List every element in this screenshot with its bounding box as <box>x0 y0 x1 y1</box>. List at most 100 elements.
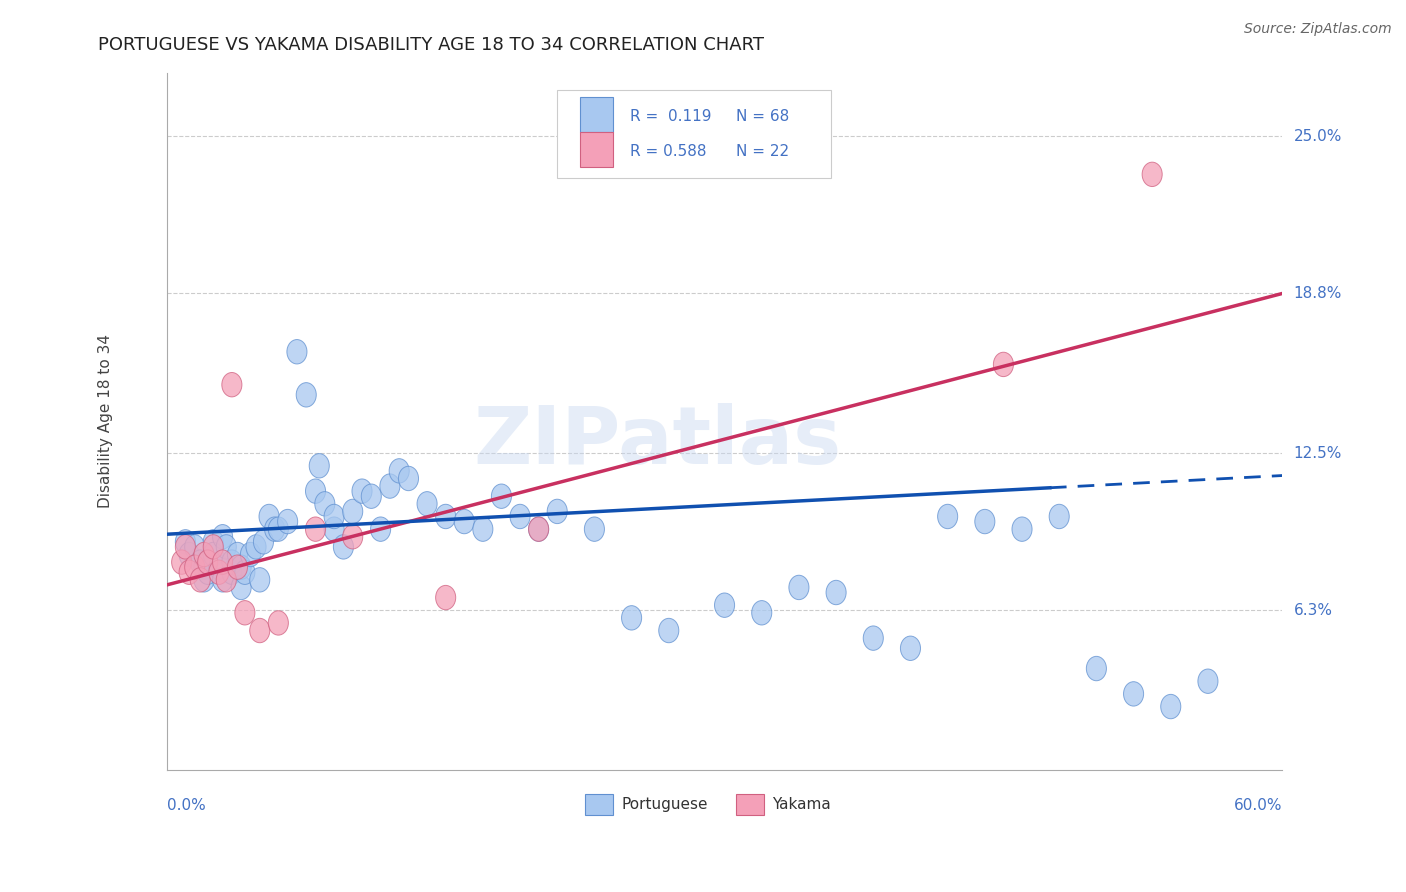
Ellipse shape <box>1123 681 1143 706</box>
Ellipse shape <box>259 504 278 529</box>
Ellipse shape <box>1012 517 1032 541</box>
Ellipse shape <box>212 567 232 592</box>
Ellipse shape <box>714 593 734 617</box>
Text: Yakama: Yakama <box>772 797 831 813</box>
Ellipse shape <box>217 567 236 592</box>
Ellipse shape <box>222 373 242 397</box>
Ellipse shape <box>436 585 456 610</box>
Ellipse shape <box>380 474 399 499</box>
Ellipse shape <box>305 517 326 541</box>
Ellipse shape <box>305 479 326 503</box>
Ellipse shape <box>472 517 494 541</box>
Ellipse shape <box>231 555 252 580</box>
Ellipse shape <box>253 530 274 554</box>
Ellipse shape <box>190 567 211 592</box>
Ellipse shape <box>222 560 242 584</box>
Text: N = 22: N = 22 <box>735 144 789 159</box>
Ellipse shape <box>389 458 409 483</box>
FancyBboxPatch shape <box>579 97 613 132</box>
Ellipse shape <box>1161 694 1181 719</box>
Ellipse shape <box>287 340 307 364</box>
Ellipse shape <box>198 560 218 584</box>
Ellipse shape <box>309 454 329 478</box>
Ellipse shape <box>228 542 247 566</box>
Text: N = 68: N = 68 <box>735 109 789 124</box>
Ellipse shape <box>184 555 205 580</box>
Text: PORTUGUESE VS YAKAMA DISABILITY AGE 18 TO 34 CORRELATION CHART: PORTUGUESE VS YAKAMA DISABILITY AGE 18 T… <box>98 36 765 54</box>
Ellipse shape <box>222 549 242 574</box>
Ellipse shape <box>246 534 266 559</box>
Ellipse shape <box>277 509 298 533</box>
Ellipse shape <box>1087 657 1107 681</box>
FancyBboxPatch shape <box>579 132 613 167</box>
Ellipse shape <box>529 517 548 541</box>
Ellipse shape <box>492 484 512 508</box>
Text: ZIPatlas: ZIPatlas <box>474 403 842 482</box>
Ellipse shape <box>209 555 229 580</box>
Ellipse shape <box>323 504 344 529</box>
Ellipse shape <box>454 509 474 533</box>
Ellipse shape <box>264 517 284 541</box>
Ellipse shape <box>1049 504 1069 529</box>
Ellipse shape <box>510 504 530 529</box>
Ellipse shape <box>212 524 232 549</box>
Ellipse shape <box>194 567 214 592</box>
Ellipse shape <box>315 491 335 516</box>
Ellipse shape <box>190 549 211 574</box>
Ellipse shape <box>371 517 391 541</box>
Ellipse shape <box>333 534 353 559</box>
Ellipse shape <box>176 534 195 559</box>
Ellipse shape <box>343 524 363 549</box>
Ellipse shape <box>179 542 200 566</box>
Ellipse shape <box>235 600 254 625</box>
Ellipse shape <box>789 575 808 599</box>
Ellipse shape <box>240 542 260 566</box>
Ellipse shape <box>212 549 232 574</box>
Ellipse shape <box>863 626 883 650</box>
Ellipse shape <box>418 491 437 516</box>
Ellipse shape <box>297 383 316 407</box>
Text: 60.0%: 60.0% <box>1234 797 1282 813</box>
Ellipse shape <box>269 517 288 541</box>
Ellipse shape <box>250 567 270 592</box>
Ellipse shape <box>204 530 224 554</box>
Text: R = 0.588: R = 0.588 <box>630 144 706 159</box>
Ellipse shape <box>398 467 419 491</box>
Text: 0.0%: 0.0% <box>167 797 205 813</box>
Text: 25.0%: 25.0% <box>1294 128 1341 144</box>
Ellipse shape <box>198 549 218 574</box>
Text: 18.8%: 18.8% <box>1294 286 1341 301</box>
Ellipse shape <box>827 581 846 605</box>
Ellipse shape <box>994 352 1014 376</box>
Ellipse shape <box>352 479 373 503</box>
FancyBboxPatch shape <box>557 90 831 178</box>
Ellipse shape <box>217 534 236 559</box>
Ellipse shape <box>194 542 214 566</box>
Ellipse shape <box>1142 162 1163 186</box>
Ellipse shape <box>529 517 548 541</box>
Text: Source: ZipAtlas.com: Source: ZipAtlas.com <box>1244 22 1392 37</box>
Ellipse shape <box>323 517 344 541</box>
Ellipse shape <box>752 600 772 625</box>
Ellipse shape <box>361 484 381 508</box>
Ellipse shape <box>198 549 218 574</box>
Ellipse shape <box>235 560 254 584</box>
Ellipse shape <box>269 611 288 635</box>
Ellipse shape <box>179 560 200 584</box>
Ellipse shape <box>938 504 957 529</box>
Ellipse shape <box>176 530 195 554</box>
Ellipse shape <box>204 534 224 559</box>
Ellipse shape <box>900 636 921 660</box>
Text: 6.3%: 6.3% <box>1294 603 1333 618</box>
Ellipse shape <box>1198 669 1218 693</box>
Ellipse shape <box>231 575 252 599</box>
Ellipse shape <box>659 618 679 643</box>
Text: 12.5%: 12.5% <box>1294 446 1341 460</box>
Text: Portuguese: Portuguese <box>621 797 709 813</box>
Ellipse shape <box>228 555 247 580</box>
Ellipse shape <box>974 509 995 533</box>
Ellipse shape <box>209 560 229 584</box>
Ellipse shape <box>436 504 456 529</box>
Ellipse shape <box>585 517 605 541</box>
Ellipse shape <box>250 618 270 643</box>
